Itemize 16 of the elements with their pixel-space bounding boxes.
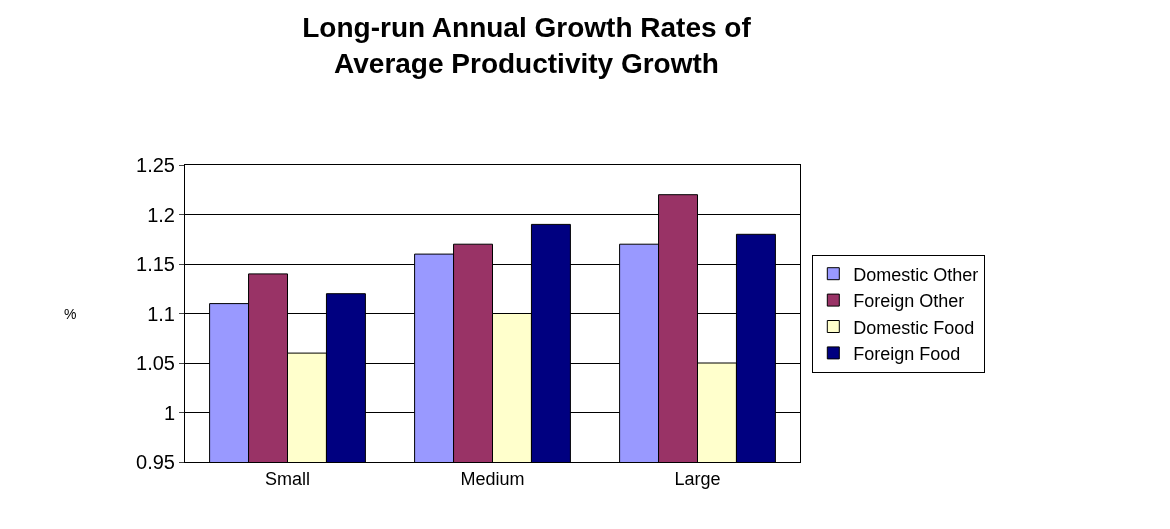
legend-label: Domestic Other bbox=[853, 264, 979, 285]
legend-label: Domestic Food bbox=[853, 317, 975, 338]
y-tick-label: 1 bbox=[163, 401, 175, 424]
y-axis-title: % bbox=[64, 306, 77, 322]
legend-label: Foreign Food bbox=[853, 343, 961, 364]
y-tick-label: 1.1 bbox=[147, 302, 175, 325]
y-tick-label: 1.2 bbox=[147, 203, 175, 226]
x-tick-label: Small bbox=[264, 468, 311, 489]
legend-label: Foreign Other bbox=[853, 291, 965, 312]
x-tick-label: Large bbox=[674, 468, 721, 489]
chart-title: Long-run Annual Growth Rates of Average Productivity Growth bbox=[302, 12, 752, 80]
y-tick-label: 1.15 bbox=[136, 253, 175, 275]
y-tick-label: 0.95 bbox=[136, 451, 175, 473]
x-tick-label: Medium bbox=[460, 468, 525, 489]
y-tick-label: 1.25 bbox=[136, 154, 175, 176]
y-tick-label: 1.05 bbox=[136, 352, 175, 374]
